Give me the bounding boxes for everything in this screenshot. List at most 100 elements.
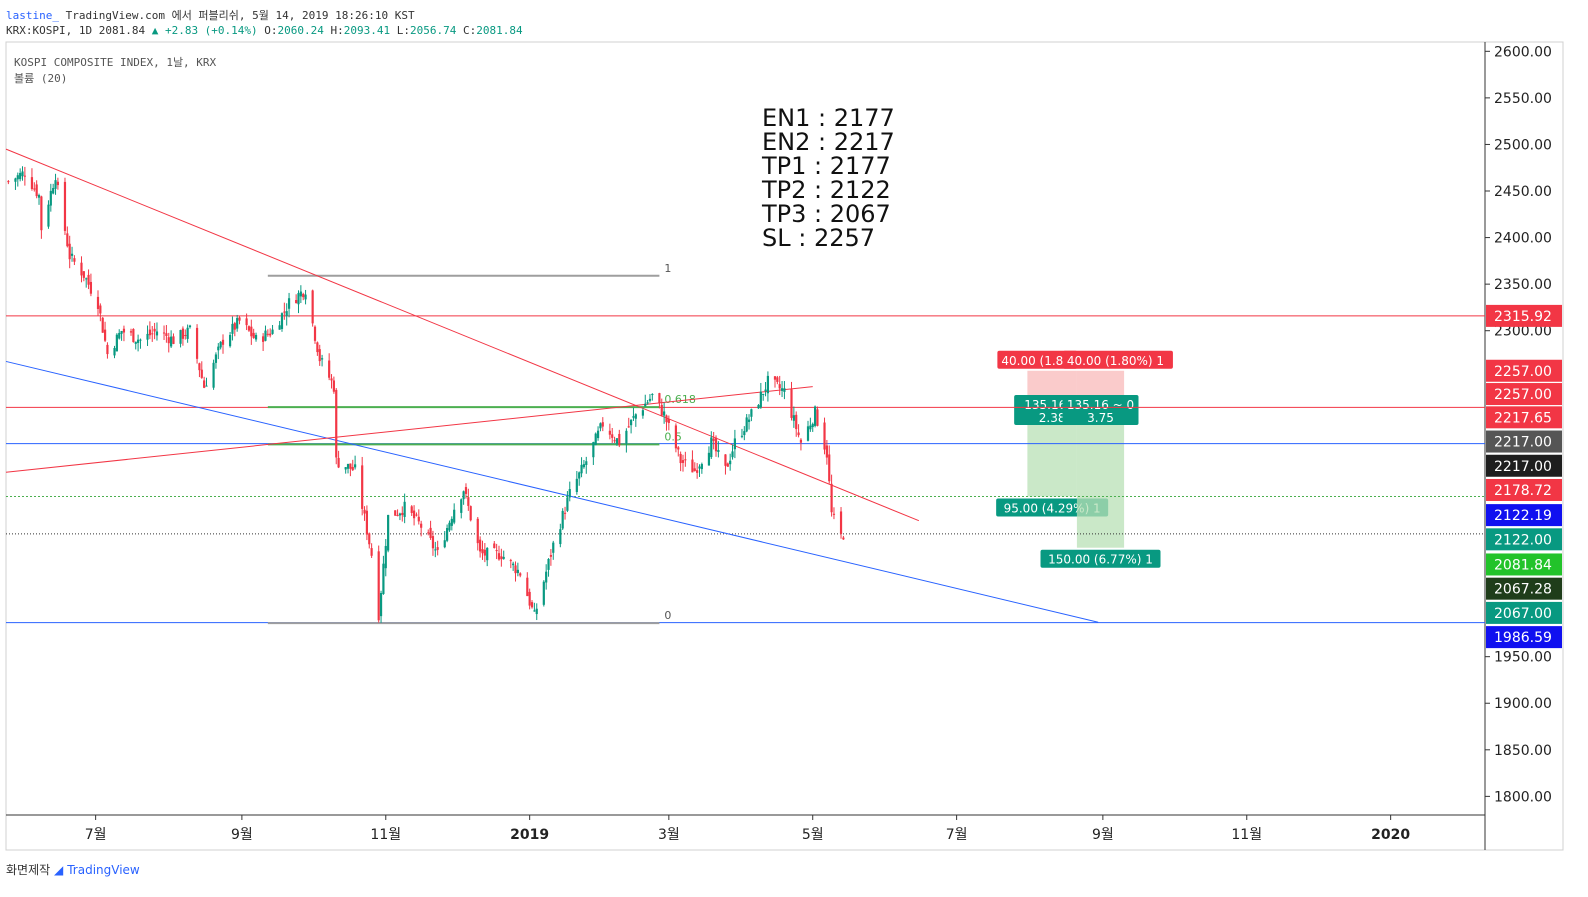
x-tick-label: 7월 [85, 827, 107, 843]
candle-body [247, 326, 251, 331]
candle-body [693, 468, 696, 471]
candle-body [585, 461, 588, 465]
candle-body [696, 470, 699, 473]
price-axis-label-text: 2257.00 [1494, 387, 1552, 403]
y-tick-label: 2300.00 [1494, 324, 1552, 340]
candle-body [667, 419, 670, 423]
position-stop-label-bg [997, 350, 1078, 369]
tradingview-brand[interactable]: TradingView [67, 863, 140, 877]
candle-body [549, 554, 552, 557]
x-tick-label: 7월 [946, 827, 968, 843]
price-axis-label-text: 2067.28 [1494, 582, 1552, 598]
candle-body [21, 171, 24, 177]
candle-body [313, 326, 317, 341]
footer-text: 화면제작 [6, 863, 51, 877]
candle-body [19, 172, 22, 180]
position-target-label-text: 150.00 (6.77%) 1 [1048, 553, 1153, 567]
candle-body [181, 328, 185, 339]
candle-body [354, 464, 357, 468]
candle-body [516, 569, 519, 574]
candle-body [96, 296, 100, 309]
position-target-label-bg [1040, 549, 1161, 568]
candle-body [412, 510, 416, 519]
candle-body [264, 330, 267, 341]
position-stop-label: 40.00 (1.80%) 1 [1062, 350, 1173, 369]
candle-body [394, 510, 397, 516]
candle-body [63, 181, 67, 231]
candle-body [283, 311, 286, 313]
candle-body [330, 378, 333, 381]
candle-body [287, 298, 291, 309]
y-tick-label: 2600.00 [1494, 44, 1552, 60]
candle-body [528, 591, 531, 606]
price-axis-label: 2067.28 [1486, 577, 1562, 600]
candle-body [33, 188, 36, 190]
x-tick-label: 5월 [802, 827, 824, 843]
candle-body [35, 184, 38, 197]
candle-body [773, 376, 777, 380]
author-link[interactable]: lastine_ [6, 9, 59, 22]
y-tick-label: 2400.00 [1494, 231, 1552, 247]
candle-body [594, 433, 597, 446]
chart-frame [5, 41, 1564, 851]
candle-body [184, 335, 187, 337]
candle-body [747, 419, 751, 422]
candle-body [115, 334, 118, 352]
candle-body [129, 331, 133, 333]
candle-body [634, 414, 637, 419]
candle-body [379, 593, 383, 617]
candle-body [613, 440, 616, 442]
x-tick-label: 2020 [1371, 827, 1410, 843]
candle-body [344, 467, 347, 470]
candle-body [479, 539, 482, 552]
candle-body [70, 253, 74, 256]
price-axis-label: 2217.00 [1486, 454, 1562, 477]
candle-body [384, 545, 387, 569]
candle-body [467, 497, 470, 506]
trend-line [5, 360, 1099, 623]
candle-body [691, 459, 694, 473]
candle-body [813, 406, 817, 426]
candle-body [547, 558, 550, 570]
candle-body [743, 431, 746, 436]
symbol-label: KRX:KOSPI, 1D 2081.84 [6, 24, 146, 37]
candle-body [530, 602, 534, 608]
candle-body [658, 393, 661, 403]
candle-body [73, 258, 76, 262]
candle-body [811, 423, 814, 428]
candle-body [601, 422, 604, 427]
close-label: C: [463, 24, 477, 37]
candle-body [134, 341, 137, 344]
candle-body [346, 463, 350, 469]
candle-body [839, 511, 843, 534]
candle-body [648, 398, 652, 401]
candle-body [217, 346, 220, 351]
y-tick-label: 2500.00 [1494, 137, 1552, 153]
candle-body [526, 577, 529, 597]
price-axis-label-bg [1486, 504, 1562, 527]
candle-body [49, 190, 52, 206]
candle-body [625, 430, 628, 444]
candle-body [212, 362, 215, 388]
change-label: ▲ +2.83 (+0.14%) [151, 24, 258, 37]
candle-body [646, 402, 649, 404]
price-axis-label-text: 2217.00 [1494, 435, 1552, 451]
price-axis-label: 2178.72 [1486, 478, 1562, 501]
candle-body [629, 419, 633, 426]
trend-line [5, 386, 813, 473]
candle-body [766, 375, 770, 394]
candle-body [726, 463, 729, 467]
pane-title: KOSPI COMPOSITE INDEX, 1날, KRX [14, 56, 217, 69]
high-label: H: [330, 24, 344, 37]
y-tick-label: 1900.00 [1494, 696, 1552, 712]
x-tick-label: 9월 [1092, 827, 1114, 843]
candle-body [280, 313, 284, 329]
candle-body [830, 483, 833, 513]
candle-body [486, 547, 489, 561]
candle-body [453, 509, 456, 523]
candle-body [627, 426, 630, 428]
candle-body [47, 204, 50, 227]
fib-level-label: 0 [664, 609, 671, 622]
candle-body [118, 332, 121, 339]
